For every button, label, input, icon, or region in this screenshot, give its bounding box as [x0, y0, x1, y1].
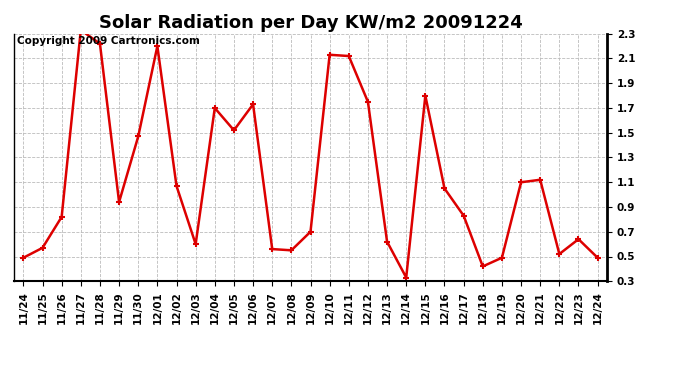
Title: Solar Radiation per Day KW/m2 20091224: Solar Radiation per Day KW/m2 20091224: [99, 14, 522, 32]
Text: Copyright 2009 Cartronics.com: Copyright 2009 Cartronics.com: [17, 36, 199, 46]
